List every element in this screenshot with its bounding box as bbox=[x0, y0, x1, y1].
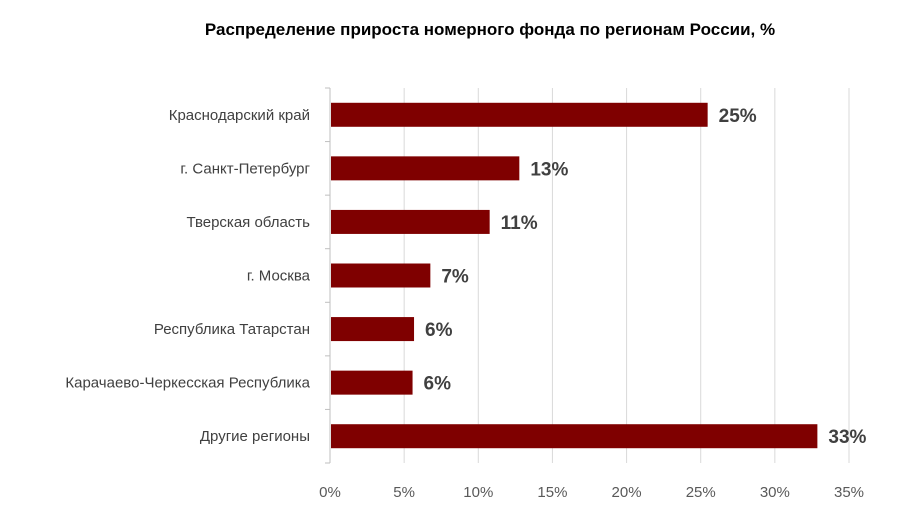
bar bbox=[331, 156, 520, 181]
category-label: Краснодарский край bbox=[169, 107, 310, 124]
x-tick-label: 20% bbox=[612, 484, 642, 501]
data-label: 7% bbox=[441, 267, 469, 288]
category-label: Карачаево-Черкесская Республика bbox=[65, 375, 310, 392]
bar bbox=[331, 209, 490, 234]
data-label: 33% bbox=[828, 427, 866, 448]
chart-title: Распределение прироста номерного фонда п… bbox=[204, 20, 776, 39]
category-label: Тверская область bbox=[186, 214, 310, 231]
x-tick-label: 15% bbox=[537, 484, 567, 501]
bar bbox=[331, 102, 708, 127]
bar bbox=[331, 424, 818, 449]
data-label: 6% bbox=[424, 374, 452, 395]
x-tick-label: 25% bbox=[686, 484, 716, 501]
data-label: 25% bbox=[719, 106, 757, 127]
bar bbox=[331, 317, 415, 342]
data-label: 13% bbox=[530, 159, 568, 180]
x-tick-label: 5% bbox=[393, 484, 415, 501]
bar bbox=[331, 370, 413, 395]
x-tick-label: 10% bbox=[463, 484, 493, 501]
category-label: г. Москва bbox=[247, 268, 311, 285]
data-label: 11% bbox=[501, 213, 538, 234]
data-label: 6% bbox=[425, 320, 453, 341]
x-tick-label: 35% bbox=[834, 484, 864, 501]
category-label: г. Санкт-Петербург bbox=[180, 160, 310, 177]
x-tick-label: 30% bbox=[760, 484, 790, 501]
bar bbox=[331, 263, 431, 288]
category-label: Другие регионы bbox=[200, 428, 310, 445]
category-label: Республика Татарстан bbox=[154, 321, 310, 338]
x-tick-label: 0% bbox=[319, 484, 341, 501]
